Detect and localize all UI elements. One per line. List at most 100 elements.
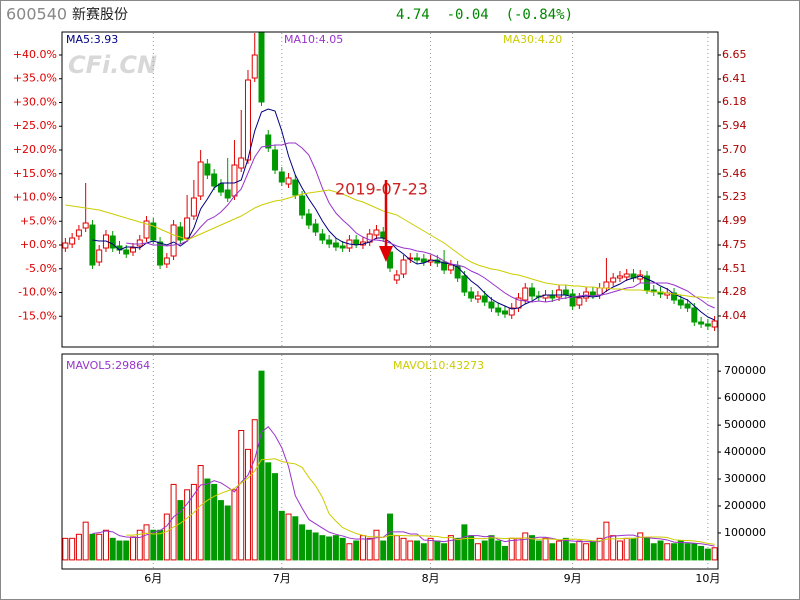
mavol-line bbox=[92, 426, 715, 547]
y-tick-label: 5.23 bbox=[722, 190, 747, 203]
y2-tick-label: -5.0% bbox=[25, 262, 57, 275]
volume-bar bbox=[501, 545, 508, 561]
candle-body bbox=[82, 222, 89, 229]
volume-bar bbox=[62, 537, 69, 561]
candle-body bbox=[698, 321, 705, 325]
volume-bar bbox=[630, 537, 637, 561]
volume-bar bbox=[373, 529, 380, 561]
volume-bar bbox=[542, 537, 549, 561]
y-tick-label: 4.04 bbox=[722, 309, 747, 322]
candle-body bbox=[468, 291, 475, 299]
volume-bar bbox=[468, 535, 475, 561]
candle-body bbox=[285, 177, 292, 185]
volume-bar bbox=[677, 540, 684, 561]
candle-body bbox=[481, 295, 488, 303]
volume-bar bbox=[251, 419, 258, 561]
candle-body bbox=[711, 320, 718, 328]
candle-body bbox=[238, 157, 245, 169]
candle-body bbox=[420, 258, 427, 263]
candle-body bbox=[244, 79, 251, 161]
volume-bar bbox=[332, 535, 339, 561]
volume-bar bbox=[109, 537, 116, 561]
y-tick-label: 4.28 bbox=[722, 285, 747, 298]
volume-bar bbox=[157, 529, 164, 561]
volume-bar bbox=[434, 540, 441, 561]
volume-bar bbox=[643, 537, 650, 561]
y-tick-label: 100000 bbox=[724, 526, 766, 539]
candle-body bbox=[224, 189, 231, 199]
candle-body bbox=[231, 164, 238, 197]
y2-tick-label: +30.0% bbox=[13, 95, 57, 108]
volume-bar bbox=[319, 535, 326, 561]
volume-bar bbox=[596, 537, 603, 561]
volume-bar bbox=[238, 429, 245, 561]
volume-bar bbox=[650, 543, 657, 561]
y-tick-label: 700000 bbox=[724, 364, 766, 377]
candle-body bbox=[339, 245, 346, 249]
y2-tick-label: +40.0% bbox=[13, 48, 57, 61]
stock-name: 新赛股份 bbox=[72, 7, 128, 23]
candle-body bbox=[508, 307, 515, 316]
volume-bar bbox=[414, 540, 421, 561]
volume-bar bbox=[231, 489, 238, 561]
legend-entry: MAVOL10:43273 bbox=[393, 359, 484, 372]
candle-body bbox=[272, 149, 279, 171]
candle-body bbox=[130, 247, 137, 253]
y-tick-label: 300000 bbox=[724, 472, 766, 485]
volume-bar bbox=[664, 543, 671, 561]
x-tick-label: 7月 bbox=[273, 572, 291, 585]
x-tick-label: 9月 bbox=[564, 572, 582, 585]
candle-body bbox=[204, 163, 211, 176]
candle-body bbox=[610, 277, 617, 283]
y-tick-label: 6.18 bbox=[722, 95, 747, 108]
candle-body bbox=[562, 289, 569, 296]
volume-bar bbox=[407, 540, 414, 561]
candle-body bbox=[312, 223, 319, 233]
candle-body bbox=[400, 259, 407, 275]
volume-bar bbox=[461, 524, 468, 561]
x-tick-label: 8月 bbox=[422, 572, 440, 585]
candle-body bbox=[211, 173, 218, 187]
volume-bar bbox=[102, 529, 109, 561]
volume-bar bbox=[217, 500, 224, 561]
candle-body bbox=[258, 32, 265, 103]
y2-tick-label: -10.0% bbox=[18, 286, 57, 299]
ma-line bbox=[65, 189, 715, 299]
candle-body bbox=[576, 297, 583, 306]
volume-bar bbox=[143, 524, 150, 561]
candle-body bbox=[684, 303, 691, 309]
candle-body bbox=[217, 183, 224, 193]
ma-line bbox=[126, 142, 715, 309]
y-tick-label: 5.70 bbox=[722, 143, 747, 156]
volume-bar bbox=[292, 516, 299, 561]
volume-bar bbox=[522, 532, 529, 561]
volume-bar bbox=[576, 540, 583, 561]
y2-tick-label: +35.0% bbox=[13, 72, 57, 85]
y-tick-label: 6.41 bbox=[722, 72, 747, 85]
y2-tick-label: +20.0% bbox=[13, 143, 57, 156]
candle-body bbox=[319, 233, 326, 241]
volume-bar bbox=[136, 529, 143, 561]
volume-bar bbox=[447, 535, 454, 561]
y-tick-label: 200000 bbox=[724, 499, 766, 512]
volume-bar bbox=[326, 536, 333, 561]
volume-bar bbox=[96, 533, 103, 561]
candle-body bbox=[332, 242, 339, 248]
candle-body bbox=[495, 307, 502, 313]
stock-code: 600540 bbox=[6, 5, 67, 24]
candle-body bbox=[393, 274, 400, 281]
candle-body bbox=[157, 241, 164, 266]
volume-bar bbox=[610, 535, 617, 561]
volume-bar bbox=[184, 489, 191, 561]
volume-bar bbox=[488, 535, 495, 561]
volume-bar bbox=[82, 521, 89, 561]
volume-bar bbox=[89, 533, 96, 561]
y-tick-label: 400000 bbox=[724, 445, 766, 458]
volume-bar bbox=[671, 543, 678, 561]
volume-bar bbox=[299, 524, 306, 561]
volume-bar bbox=[562, 537, 569, 561]
candle-body bbox=[407, 257, 414, 260]
volume-bar bbox=[346, 543, 353, 561]
y2-tick-label: +10.0% bbox=[13, 191, 57, 204]
